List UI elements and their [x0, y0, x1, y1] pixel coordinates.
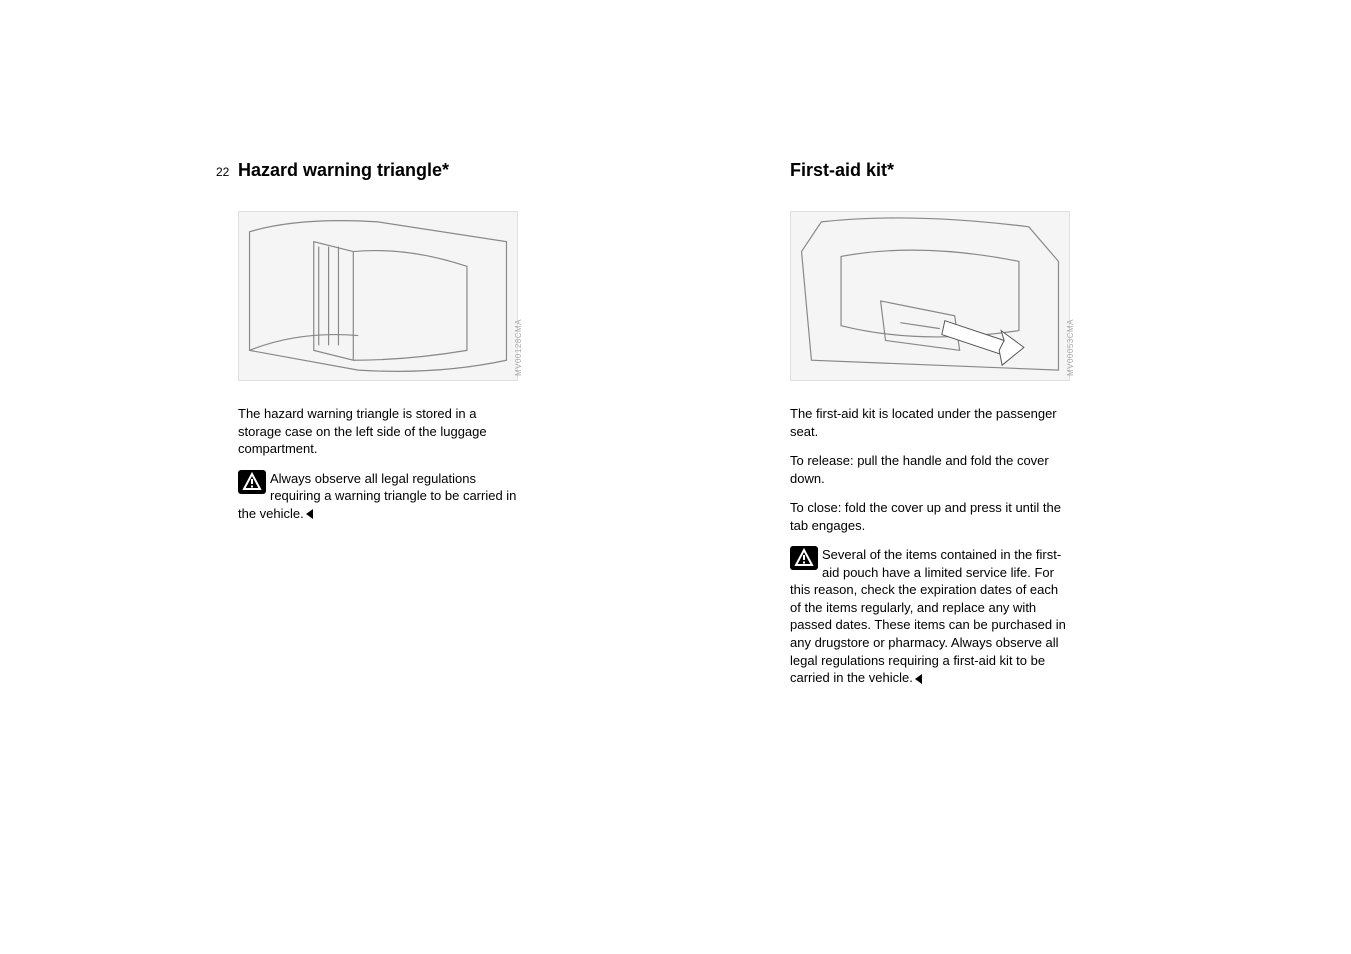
warning-triangle-icon	[238, 470, 266, 494]
paragraph-hazard-location: The hazard warning triangle is stored in…	[238, 405, 518, 458]
left-column: Hazard warning triangle* MV00128CMA The …	[238, 160, 518, 522]
warning-text-hazard: Always observe all legal regulations req…	[238, 471, 516, 521]
page-number: 22	[216, 165, 229, 179]
warning-note-firstaid: Several of the items contained in the fi…	[790, 546, 1070, 686]
warning-note-hazard: Always observe all legal regulations req…	[238, 470, 518, 523]
section-title-hazard: Hazard warning triangle*	[238, 160, 518, 181]
warning-triangle-icon	[790, 546, 818, 570]
end-marker-icon	[306, 509, 313, 519]
illustration-hazard-triangle-storage: MV00128CMA	[238, 211, 518, 381]
warning-text-firstaid: Several of the items contained in the fi…	[790, 547, 1066, 685]
section-title-firstaid: First-aid kit*	[790, 160, 1070, 181]
illustration-code: MV00053CMA	[1066, 319, 1075, 376]
paragraph-firstaid-release: To release: pull the handle and fold the…	[790, 452, 1070, 487]
paragraph-firstaid-location: The first-aid kit is located under the p…	[790, 405, 1070, 440]
paragraph-firstaid-close: To close: fold the cover up and press it…	[790, 499, 1070, 534]
illustration-sketch	[239, 212, 517, 380]
illustration-code: MV00128CMA	[514, 319, 523, 376]
right-column: First-aid kit* MV00053CMA The first-aid …	[790, 160, 1070, 687]
end-marker-icon	[915, 674, 922, 684]
illustration-sketch	[791, 212, 1069, 380]
illustration-firstaid-under-seat: MV00053CMA	[790, 211, 1070, 381]
